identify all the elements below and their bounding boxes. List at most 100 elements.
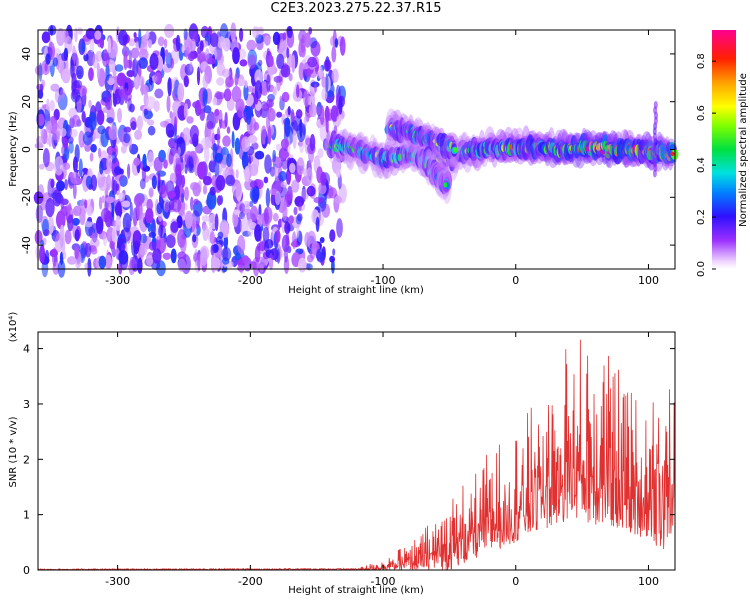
noise-speckle [147, 151, 154, 168]
bottom-y-tick-label: 0 [23, 564, 30, 577]
noise-speckle [165, 49, 169, 57]
colorbar: 0.0 0.2 0.4 0.6 0.8 Normalized spectral ampl… [696, 30, 749, 277]
noise-speckle [199, 90, 203, 106]
noise-speckle [226, 126, 231, 134]
noise-speckle [309, 37, 318, 49]
noise-speckle [147, 39, 152, 49]
noise-speckle [175, 157, 181, 165]
noise-speckle [214, 108, 220, 117]
noise-speckle [118, 192, 126, 202]
noise-speckle [264, 35, 271, 46]
noise-speckle [241, 136, 251, 153]
noise-speckle [114, 202, 122, 216]
noise-speckle [54, 156, 64, 176]
bottom-x-tick-label: 100 [638, 575, 659, 588]
noise-speckle [78, 158, 83, 177]
noise-speckle [316, 106, 321, 116]
noise-speckle [291, 179, 300, 193]
noise-speckle [250, 205, 259, 222]
noise-speckle [215, 175, 226, 191]
noise-speckle [163, 159, 168, 169]
noise-speckle [197, 161, 207, 180]
noise-speckle [137, 75, 145, 87]
noise-speckle [231, 130, 235, 149]
noise-speckle [249, 186, 260, 203]
noise-speckle [183, 28, 188, 41]
noise-speckle [154, 88, 164, 99]
noise-speckle [177, 258, 187, 272]
noise-speckle [334, 196, 343, 204]
noise-speckle [281, 150, 290, 159]
noise-speckle [56, 180, 65, 192]
noise-speckle [223, 234, 229, 250]
noise-speckle [321, 88, 328, 101]
noise-speckle [264, 154, 272, 174]
noise-speckle [264, 239, 274, 249]
noise-speckle [336, 218, 343, 238]
noise-speckle [224, 112, 228, 128]
noise-speckle [37, 113, 45, 126]
noise-speckle [306, 167, 313, 185]
noise-speckle [138, 57, 148, 69]
noise-speckle [120, 145, 127, 154]
noise-speckle [267, 108, 276, 122]
noise-speckle [77, 27, 83, 35]
noise-speckle [265, 188, 271, 208]
noise-speckle [211, 256, 221, 271]
noise-speckle [275, 143, 282, 151]
noise-speckle [195, 220, 200, 230]
noise-speckle [127, 163, 131, 179]
noise-speckle [70, 89, 81, 103]
noise-speckle [170, 221, 179, 233]
top-x-tick-label: -200 [238, 274, 263, 287]
noise-speckle [258, 241, 266, 252]
noise-speckle [225, 174, 236, 187]
noise-speckle [105, 196, 116, 203]
noise-speckle [246, 39, 257, 52]
noise-speckle [119, 168, 124, 175]
noise-speckle [102, 52, 110, 68]
noise-speckle [54, 233, 63, 253]
noise-speckle [329, 229, 336, 243]
noise-speckle [254, 224, 262, 242]
noise-speckle [170, 248, 177, 264]
noise-speckle [239, 59, 248, 67]
bottom-x-axis-label: Height of straight line (km) [288, 585, 424, 596]
noise-speckle [308, 27, 313, 35]
noise-speckle [197, 51, 207, 62]
noise-speckle [174, 185, 180, 201]
noise-speckle [189, 125, 199, 141]
noise-speckle [282, 32, 287, 40]
noise-speckle [314, 82, 318, 93]
noise-speckle [254, 69, 263, 85]
noise-speckle [247, 54, 257, 69]
noise-speckle [169, 111, 173, 119]
noise-speckle [162, 252, 172, 260]
noise-speckle [129, 256, 135, 270]
noise-speckle [214, 213, 219, 232]
noise-speckle [90, 143, 97, 153]
colorbar-tick-label: 0.6 [696, 105, 707, 121]
noise-speckle [287, 25, 293, 39]
noise-speckle [168, 199, 175, 211]
noise-speckle [56, 210, 66, 230]
noise-speckle [175, 162, 182, 179]
noise-speckle [284, 117, 291, 137]
noise-speckle [62, 162, 71, 170]
noise-speckle [197, 253, 201, 272]
noise-speckle [282, 201, 288, 221]
noise-speckle [133, 31, 137, 39]
noise-speckle [184, 210, 193, 229]
noise-speckle [34, 230, 43, 245]
noise-speckle [275, 229, 281, 243]
top-y-tick-label: 0 [20, 146, 33, 153]
noise-speckle [142, 153, 147, 168]
noise-speckle [188, 156, 194, 172]
noise-speckle [88, 99, 92, 109]
noise-speckle [89, 38, 95, 53]
noise-speckle [47, 216, 55, 234]
noise-speckle [202, 184, 208, 195]
noise-speckle [243, 83, 249, 101]
